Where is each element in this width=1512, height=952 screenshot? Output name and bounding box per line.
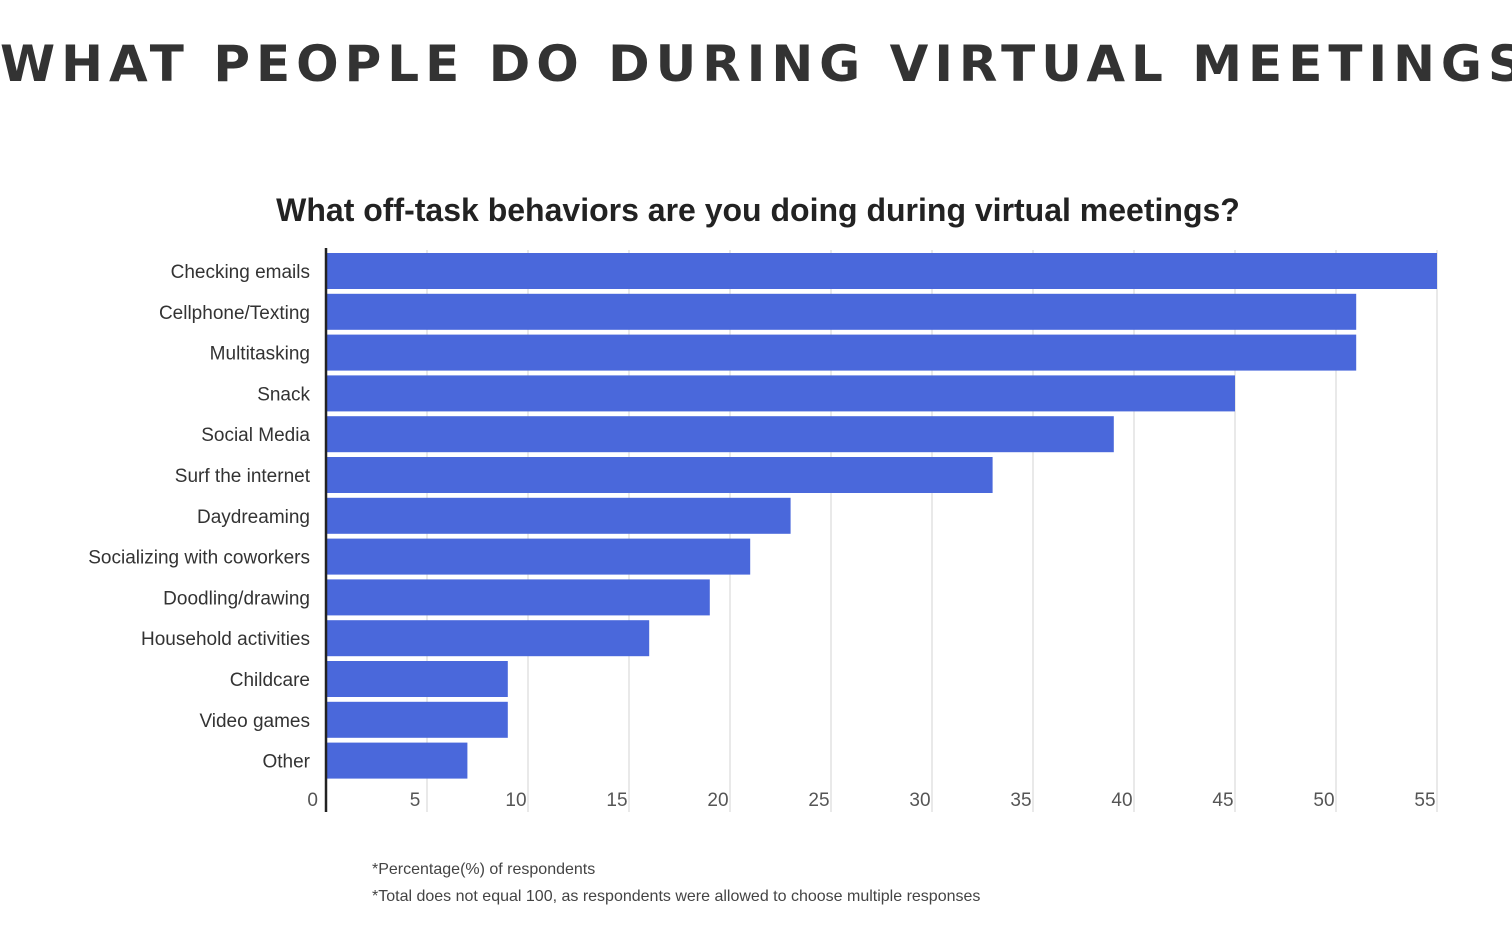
footnote-total: *Total does not equal 100, as respondent…	[372, 888, 981, 905]
category-label: Social Media	[201, 425, 310, 446]
category-label: Snack	[257, 384, 310, 405]
category-label: Multitasking	[210, 344, 310, 365]
x-tick-label: 10	[505, 790, 526, 811]
x-tick-label: 5	[410, 790, 421, 811]
chart-title: What off-task behaviors are you doing du…	[276, 192, 1240, 228]
bar	[326, 416, 1114, 453]
category-label: Socializing with coworkers	[88, 548, 310, 569]
x-tick-label: 35	[1010, 790, 1031, 811]
footnote-percentage: *Percentage(%) of respondents	[372, 861, 596, 878]
page-title: WHAT PEOPLE DO DURING VIRTUAL MEETINGS	[0, 35, 1512, 93]
x-tick-label: 25	[808, 790, 829, 811]
bar	[326, 538, 751, 575]
x-tick-label: 50	[1313, 790, 1334, 811]
bar	[326, 375, 1235, 412]
category-label: Other	[262, 752, 310, 773]
bar	[326, 661, 508, 697]
category-label: Doodling/drawing	[163, 588, 310, 609]
x-tick-label: 20	[707, 790, 728, 811]
bars	[326, 253, 1437, 779]
category-label: Cellphone/Texting	[159, 303, 310, 324]
bar	[326, 701, 508, 738]
bar	[326, 742, 468, 779]
bar	[326, 457, 993, 493]
x-tick-label: 45	[1212, 790, 1233, 811]
category-label: Daydreaming	[197, 507, 310, 528]
category-label: Household activities	[141, 629, 310, 650]
bar	[326, 579, 710, 616]
x-axis-tick-labels: 0 5 10 15 20 25 30 35 40 45 50 55	[307, 790, 1435, 811]
category-labels: Checking emails Cellphone/Texting Multitas…	[88, 262, 310, 773]
x-tick-label: 30	[909, 790, 930, 811]
x-tick-label: 40	[1111, 790, 1132, 811]
x-tick-label: 15	[606, 790, 627, 811]
category-label: Video games	[199, 711, 310, 732]
x-tick-label: 55	[1414, 790, 1435, 811]
x-tick-label: 0	[307, 790, 318, 811]
category-label: Checking emails	[171, 262, 310, 283]
bar	[326, 497, 791, 534]
category-label: Surf the internet	[175, 466, 311, 487]
bar	[326, 334, 1357, 371]
bar	[326, 293, 1357, 330]
bar	[326, 620, 650, 657]
category-label: Childcare	[230, 670, 310, 691]
bar	[326, 253, 1437, 289]
